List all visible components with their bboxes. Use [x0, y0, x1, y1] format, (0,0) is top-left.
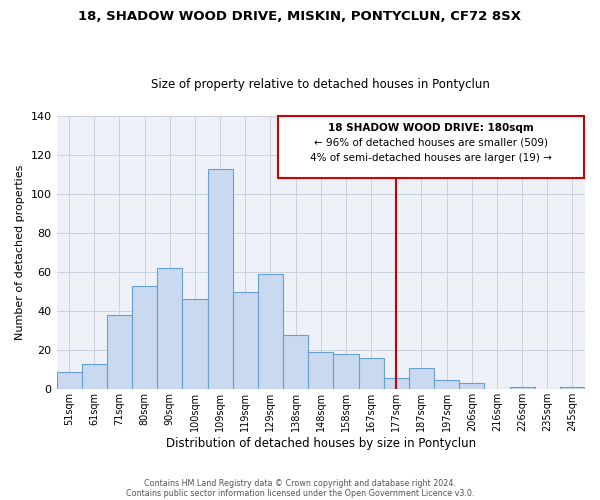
- Bar: [383, 378, 409, 390]
- Bar: [434, 380, 459, 390]
- Bar: [283, 334, 308, 390]
- Bar: [509, 388, 535, 390]
- Bar: [560, 388, 585, 390]
- Bar: [334, 354, 359, 390]
- Y-axis label: Number of detached properties: Number of detached properties: [15, 165, 25, 340]
- Text: 4% of semi-detached houses are larger (19) →: 4% of semi-detached houses are larger (1…: [310, 153, 552, 163]
- Bar: [308, 352, 334, 390]
- Bar: [132, 286, 157, 390]
- Bar: [278, 116, 584, 178]
- Bar: [182, 300, 208, 390]
- Title: Size of property relative to detached houses in Pontyclun: Size of property relative to detached ho…: [151, 78, 490, 91]
- Bar: [208, 168, 233, 390]
- Text: 18 SHADOW WOOD DRIVE: 180sqm: 18 SHADOW WOOD DRIVE: 180sqm: [328, 122, 534, 132]
- Text: 18, SHADOW WOOD DRIVE, MISKIN, PONTYCLUN, CF72 8SX: 18, SHADOW WOOD DRIVE, MISKIN, PONTYCLUN…: [79, 10, 521, 23]
- Bar: [82, 364, 107, 390]
- Bar: [258, 274, 283, 390]
- Bar: [157, 268, 182, 390]
- Text: ← 96% of detached houses are smaller (509): ← 96% of detached houses are smaller (50…: [314, 138, 548, 147]
- Bar: [409, 368, 434, 390]
- Text: Contains public sector information licensed under the Open Government Licence v3: Contains public sector information licen…: [126, 488, 474, 498]
- X-axis label: Distribution of detached houses by size in Pontyclun: Distribution of detached houses by size …: [166, 437, 476, 450]
- Bar: [459, 384, 484, 390]
- Bar: [107, 315, 132, 390]
- Bar: [359, 358, 383, 390]
- Bar: [233, 292, 258, 390]
- Bar: [56, 372, 82, 390]
- Text: Contains HM Land Registry data © Crown copyright and database right 2024.: Contains HM Land Registry data © Crown c…: [144, 478, 456, 488]
